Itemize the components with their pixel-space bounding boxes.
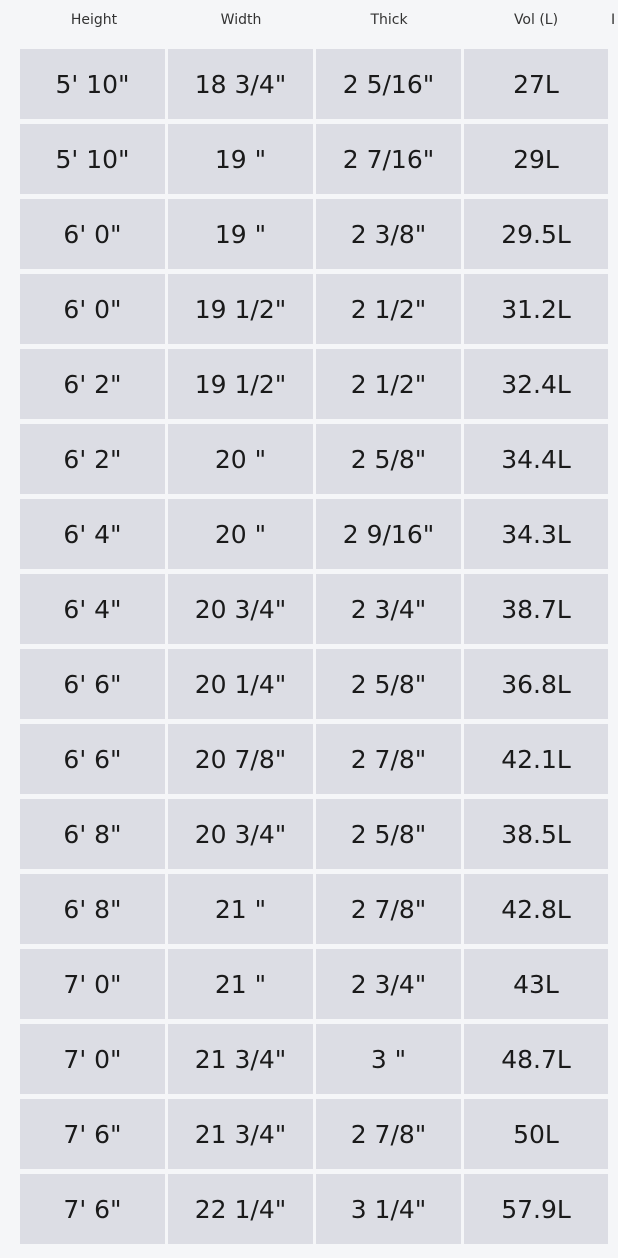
table-row: 6' 2" 19 1/2" 2 1/2" 32.4L (20, 349, 608, 419)
cell-thick: 2 3/4" (316, 574, 461, 644)
cell-height: 6' 4" (20, 574, 165, 644)
cell-height: 5' 10" (20, 124, 165, 194)
table-row: 6' 8" 21 " 2 7/8" 42.8L (20, 874, 608, 944)
cell-volume: 38.7L (464, 574, 608, 644)
cell-height: 6' 6" (20, 649, 165, 719)
table-row: 6' 6" 20 1/4" 2 5/8" 36.8L (20, 649, 608, 719)
cell-volume: 38.5L (464, 799, 608, 869)
cell-volume: 34.3L (464, 499, 608, 569)
table-row: 6' 8" 20 3/4" 2 5/8" 38.5L (20, 799, 608, 869)
cell-width: 20 " (168, 424, 313, 494)
header-volume: Vol (L) (513, 12, 559, 28)
cell-width: 22 1/4" (168, 1174, 313, 1244)
cell-thick: 2 9/16" (316, 499, 461, 569)
cell-width: 19 " (168, 124, 313, 194)
cell-thick: 3 1/4" (316, 1174, 461, 1244)
cell-thick: 2 7/8" (316, 874, 461, 944)
cell-height: 7' 0" (20, 949, 165, 1019)
cell-height: 6' 8" (20, 874, 165, 944)
cell-thick: 2 3/8" (316, 199, 461, 269)
cell-volume: 36.8L (464, 649, 608, 719)
cell-thick: 2 5/8" (316, 649, 461, 719)
cell-volume: 42.8L (464, 874, 608, 944)
cell-volume: 31.2L (464, 274, 608, 344)
table-header: Height Width Thick Vol (L) I (0, 0, 618, 40)
table-row: 6' 4" 20 3/4" 2 3/4" 38.7L (20, 574, 608, 644)
cell-width: 20 3/4" (168, 574, 313, 644)
cell-thick: 3 " (316, 1024, 461, 1094)
cell-thick: 2 7/16" (316, 124, 461, 194)
table-row: 6' 0" 19 " 2 3/8" 29.5L (20, 199, 608, 269)
header-cut-off: I (611, 12, 616, 28)
cell-height: 5' 10" (20, 49, 165, 119)
cell-width: 19 " (168, 199, 313, 269)
table-row: 6' 2" 20 " 2 5/8" 34.4L (20, 424, 608, 494)
cell-thick: 2 1/2" (316, 274, 461, 344)
cell-thick: 2 1/2" (316, 349, 461, 419)
cell-width: 21 3/4" (168, 1024, 313, 1094)
cell-volume: 48.7L (464, 1024, 608, 1094)
cell-height: 7' 6" (20, 1099, 165, 1169)
cell-thick: 2 5/8" (316, 799, 461, 869)
cell-volume: 57.9L (464, 1174, 608, 1244)
cell-thick: 2 5/8" (316, 424, 461, 494)
table-row: 5' 10" 18 3/4" 2 5/16" 27L (20, 49, 608, 119)
cell-height: 6' 0" (20, 199, 165, 269)
cell-width: 21 3/4" (168, 1099, 313, 1169)
cell-width: 21 " (168, 874, 313, 944)
cell-volume: 50L (464, 1099, 608, 1169)
cell-height: 6' 2" (20, 349, 165, 419)
header-width: Width (220, 12, 262, 28)
cell-width: 18 3/4" (168, 49, 313, 119)
cell-volume: 34.4L (464, 424, 608, 494)
cell-width: 20 3/4" (168, 799, 313, 869)
cell-volume: 29.5L (464, 199, 608, 269)
cell-height: 7' 0" (20, 1024, 165, 1094)
cell-width: 19 1/2" (168, 274, 313, 344)
cell-height: 6' 6" (20, 724, 165, 794)
cell-volume: 29L (464, 124, 608, 194)
cell-height: 6' 8" (20, 799, 165, 869)
cell-width: 20 " (168, 499, 313, 569)
cell-height: 6' 4" (20, 499, 165, 569)
cell-volume: 43L (464, 949, 608, 1019)
size-table: 5' 10" 18 3/4" 2 5/16" 27L 5' 10" 19 " 2 7/16"… (20, 49, 608, 1249)
cell-thick: 2 7/8" (316, 1099, 461, 1169)
table-row: 6' 4" 20 " 2 9/16" 34.3L (20, 499, 608, 569)
header-height: Height (70, 12, 118, 28)
table-row: 5' 10" 19 " 2 7/16" 29L (20, 124, 608, 194)
header-thick: Thick (370, 12, 408, 28)
table-row: 7' 0" 21 " 2 3/4" 43L (20, 949, 608, 1019)
cell-thick: 2 3/4" (316, 949, 461, 1019)
cell-volume: 27L (464, 49, 608, 119)
cell-width: 19 1/2" (168, 349, 313, 419)
table-row: 7' 0" 21 3/4" 3 " 48.7L (20, 1024, 608, 1094)
cell-thick: 2 5/16" (316, 49, 461, 119)
cell-height: 7' 6" (20, 1174, 165, 1244)
table-row: 7' 6" 21 3/4" 2 7/8" 50L (20, 1099, 608, 1169)
cell-width: 20 1/4" (168, 649, 313, 719)
cell-width: 21 " (168, 949, 313, 1019)
table-row: 6' 6" 20 7/8" 2 7/8" 42.1L (20, 724, 608, 794)
cell-volume: 42.1L (464, 724, 608, 794)
table-row: 7' 6" 22 1/4" 3 1/4" 57.9L (20, 1174, 608, 1244)
cell-thick: 2 7/8" (316, 724, 461, 794)
cell-width: 20 7/8" (168, 724, 313, 794)
cell-volume: 32.4L (464, 349, 608, 419)
table-row: 6' 0" 19 1/2" 2 1/2" 31.2L (20, 274, 608, 344)
cell-height: 6' 2" (20, 424, 165, 494)
cell-height: 6' 0" (20, 274, 165, 344)
